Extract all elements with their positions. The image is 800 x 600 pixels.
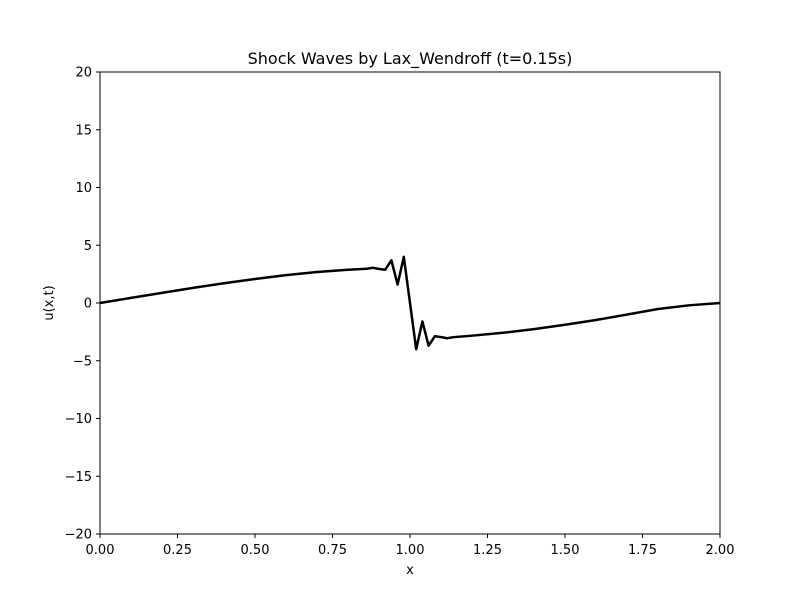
y-tick-label: −15: [65, 470, 92, 485]
y-tick-label: −10: [65, 412, 92, 427]
x-tick-label: 1.50: [551, 543, 580, 558]
series-line-0: [99, 255, 721, 351]
x-tick-label: 1.25: [473, 543, 502, 558]
x-tick-label: 0.75: [318, 543, 347, 558]
series-layer: [99, 255, 721, 351]
x-tick-label: 1.75: [628, 543, 657, 558]
y-tick-label: 0: [84, 297, 92, 312]
chart-title: Shock Waves by Lax_Wendroff (t=0.15s): [248, 49, 573, 69]
y-tick-label: −5: [73, 354, 92, 369]
x-tick-label: 0.00: [86, 543, 115, 558]
y-tick-label: 10: [75, 181, 92, 196]
x-tick-label: 1.00: [396, 543, 425, 558]
x-tick-label: 2.00: [706, 543, 735, 558]
x-axis-label: x: [406, 563, 414, 578]
y-axis-ticks: −20 −15 −10 −5 0 5 10 15 20: [65, 66, 100, 543]
y-tick-label: 20: [75, 66, 92, 81]
x-axis-ticks: 0.00 0.25 0.50 0.75 1.00 1.25 1.50 1.75 2.00: [86, 534, 735, 558]
y-tick-label: −20: [65, 528, 92, 543]
y-tick-label: 15: [75, 123, 92, 138]
x-tick-label: 0.50: [241, 543, 270, 558]
y-tick-label: 5: [84, 239, 92, 254]
y-axis-label: u(x,t): [42, 285, 57, 320]
x-tick-label: 0.25: [163, 543, 192, 558]
